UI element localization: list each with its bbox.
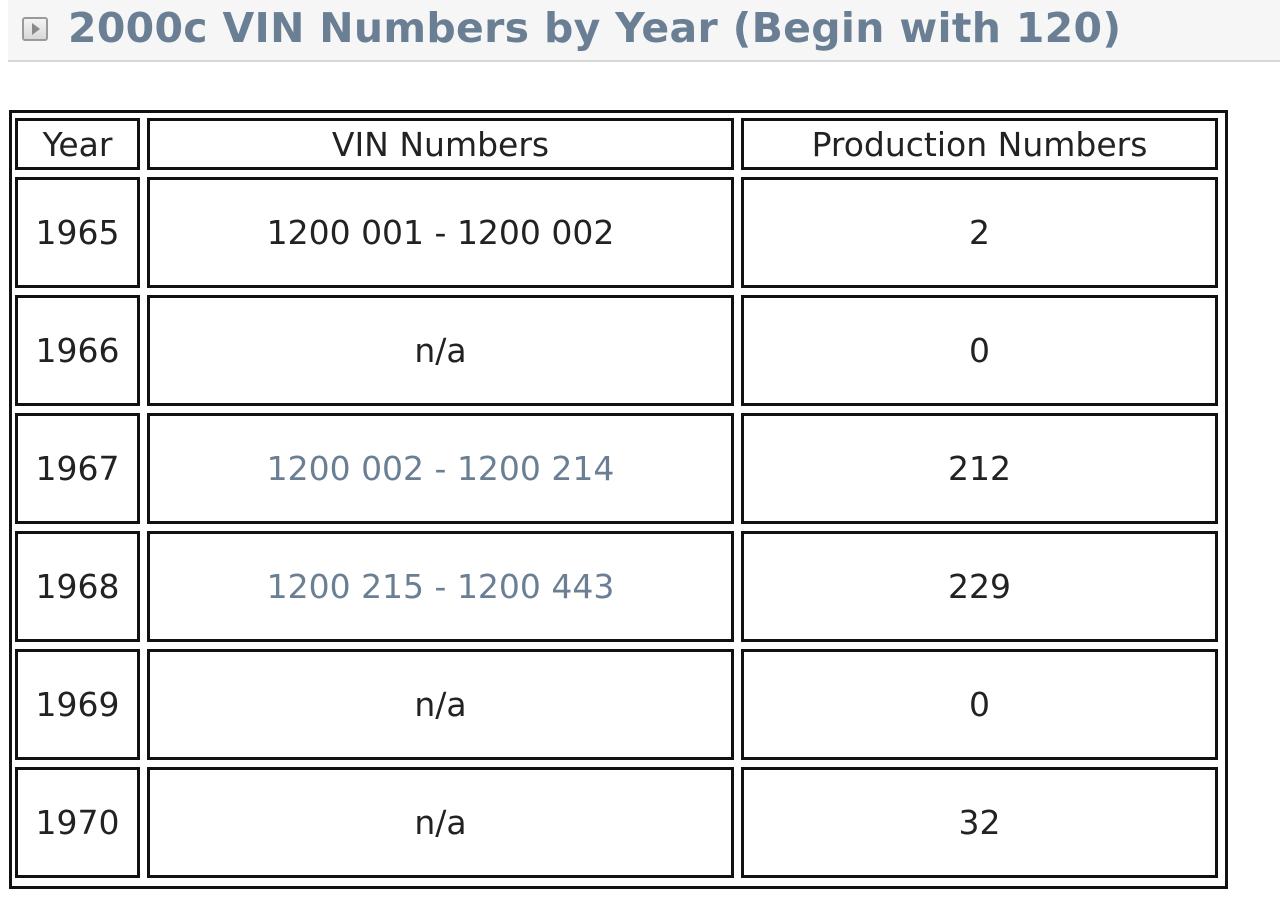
year-cell: 1969 [15,649,140,760]
table-row: 1966 n/a 0 [15,295,1218,406]
table-row: 1970 n/a 32 [15,767,1218,878]
vin-cell: 1200 215 - 1200 443 [147,531,734,642]
section-header: 2000c VIN Numbers by Year (Begin with 12… [8,0,1280,62]
vin-cell: n/a [147,767,734,878]
production-cell: 0 [741,295,1218,406]
production-cell: 229 [741,531,1218,642]
production-cell: 32 [741,767,1218,878]
vin-range-link[interactable]: 1200 215 - 1200 443 [266,567,615,606]
vin-table: Year VIN Numbers Production Numbers 1965… [8,111,1225,885]
year-cell: 1970 [15,767,140,878]
play-triangle-icon [32,23,40,35]
column-header-year: Year [15,118,140,170]
table-header-row: Year VIN Numbers Production Numbers [15,118,1218,170]
table-row: 1969 n/a 0 [15,649,1218,760]
vin-table-container: Year VIN Numbers Production Numbers 1965… [9,110,1228,889]
table-row: 1965 1200 001 - 1200 002 2 [15,177,1218,288]
year-cell: 1965 [15,177,140,288]
year-cell: 1966 [15,295,140,406]
table-row: 1968 1200 215 - 1200 443 229 [15,531,1218,642]
vin-cell: n/a [147,295,734,406]
column-header-vin-numbers: VIN Numbers [147,118,734,170]
column-header-production-numbers: Production Numbers [741,118,1218,170]
table-row: 1967 1200 002 - 1200 214 212 [15,413,1218,524]
expand-toggle-icon[interactable] [22,17,48,41]
production-cell: 0 [741,649,1218,760]
production-cell: 212 [741,413,1218,524]
vin-cell: 1200 002 - 1200 214 [147,413,734,524]
vin-range-link[interactable]: 1200 002 - 1200 214 [266,449,615,488]
section-title: 2000c VIN Numbers by Year (Begin with 12… [68,4,1122,52]
year-cell: 1968 [15,531,140,642]
production-cell: 2 [741,177,1218,288]
vin-cell: 1200 001 - 1200 002 [147,177,734,288]
vin-cell: n/a [147,649,734,760]
year-cell: 1967 [15,413,140,524]
